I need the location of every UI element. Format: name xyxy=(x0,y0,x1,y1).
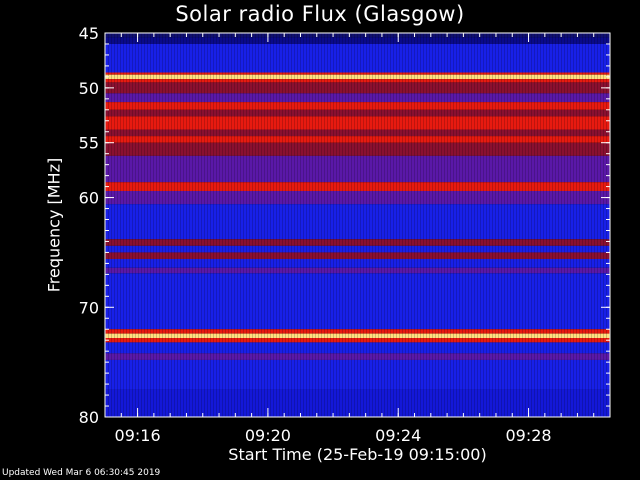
y-tick-label: 50 xyxy=(79,79,99,98)
y-tick-label: 60 xyxy=(79,189,99,208)
spectrogram-texture xyxy=(105,33,610,417)
plot-frame xyxy=(104,32,611,418)
y-tick-label: 45 xyxy=(79,24,99,43)
x-tick-label: 09:16 xyxy=(115,426,161,445)
x-axis-label: Start Time (25-Feb-19 09:15:00) xyxy=(228,445,487,464)
x-tick-label: 09:28 xyxy=(505,426,551,445)
x-tick-label: 09:20 xyxy=(245,426,291,445)
y-tick-label: 70 xyxy=(79,298,99,317)
updated-timestamp: Updated Wed Mar 6 06:30:45 2019 xyxy=(2,468,161,478)
chart-title: Solar radio Flux (Glasgow) xyxy=(175,2,465,26)
y-tick-label: 55 xyxy=(79,134,99,153)
x-tick-label: 09:24 xyxy=(375,426,421,445)
axis-ticks: 45 50 55 60 70 80 09:16 09:20 09:24 09:28 xyxy=(79,24,611,445)
y-tick-label: 80 xyxy=(79,408,99,427)
